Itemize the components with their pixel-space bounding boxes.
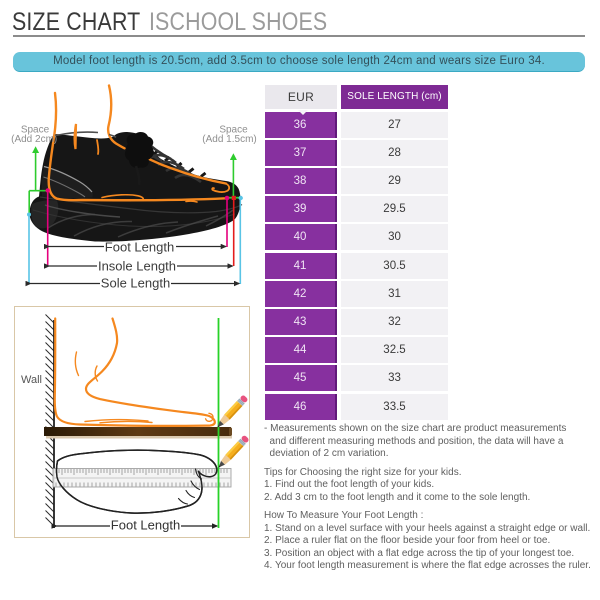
svg-text:Sole Length: Sole Length	[101, 276, 170, 291]
svg-text:(Add 2cm): (Add 2cm)	[11, 134, 57, 145]
svg-text:Wall: Wall	[21, 374, 42, 386]
svg-text:(Add 1.5cm): (Add 1.5cm)	[202, 134, 256, 145]
svg-text:Foot Length: Foot Length	[105, 240, 174, 255]
svg-text:Space: Space	[219, 125, 248, 136]
svg-text:Insole Length: Insole Length	[98, 259, 176, 274]
svg-text:Foot Length: Foot Length	[111, 518, 180, 533]
svg-text:Space: Space	[21, 125, 50, 136]
